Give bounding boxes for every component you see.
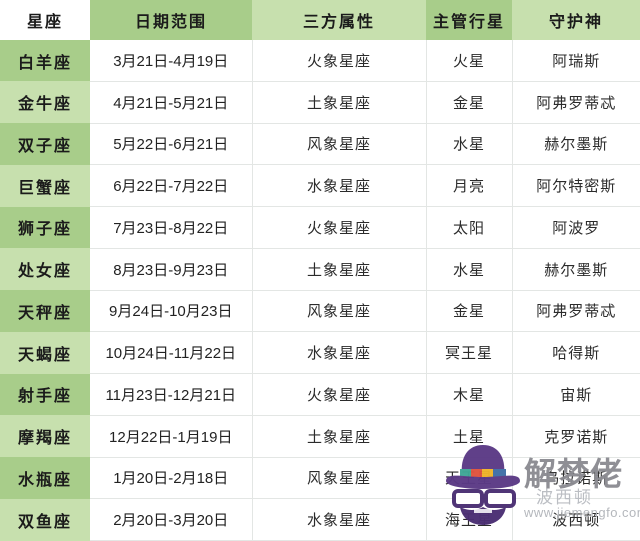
cell-deity: 阿尔特密斯 [512,164,640,207]
table-row: 狮子座 7月23日-8月22日 火象星座 太阳 阿波罗 [0,206,640,249]
cell-element: 水象星座 [252,498,427,541]
cell-date: 3月21日-4月19日 [90,40,253,82]
cell-sign: 天秤座 [0,290,90,332]
cell-element: 土象星座 [252,415,427,458]
cell-planet: 金星 [426,290,513,333]
cell-element: 土象星座 [252,248,427,291]
cell-planet: 太阳 [426,206,513,249]
table-row: 巨蟹座 6月22日-7月22日 水象星座 月亮 阿尔特密斯 [0,164,640,207]
cell-deity: 哈得斯 [512,331,640,374]
cell-sign: 摩羯座 [0,415,90,457]
cell-sign: 白羊座 [0,40,90,82]
cell-date: 10月24日-11月22日 [90,331,253,374]
column-header-planet: 主管行星 [426,0,512,40]
cell-date: 4月21日-5月21日 [90,81,253,124]
cell-date: 9月24日-10月23日 [90,290,253,333]
cell-sign: 双子座 [0,123,90,165]
cell-sign: 水瓶座 [0,457,90,499]
cell-planet: 火星 [426,40,513,82]
cell-sign: 双鱼座 [0,498,90,541]
cell-date: 1月20日-2月18日 [90,457,253,500]
cell-planet: 木星 [426,373,513,416]
cell-deity: 乌拉诺斯 [512,457,640,500]
cell-deity: 阿弗罗蒂忒 [512,290,640,333]
cell-planet: 水星 [426,123,513,166]
cell-element: 水象星座 [252,331,427,374]
cell-date: 11月23日-12月21日 [90,373,253,416]
table-header-row: 星座 日期范围 三方属性 主管行星 守护神 [0,0,640,40]
cell-date: 6月22日-7月22日 [90,164,253,207]
table-row: 双鱼座 2月20日-3月20日 水象星座 海王星 波西顿 [0,498,640,541]
cell-deity: 阿弗罗蒂忒 [512,81,640,124]
cell-element: 风象星座 [252,457,427,500]
table-row: 摩羯座 12月22日-1月19日 土象星座 土星 克罗诺斯 [0,415,640,458]
cell-deity: 宙斯 [512,373,640,416]
cell-sign: 狮子座 [0,206,90,249]
column-header-date: 日期范围 [90,0,252,40]
cell-element: 风象星座 [252,123,427,166]
cell-date: 2月20日-3月20日 [90,498,253,541]
cell-sign: 射手座 [0,373,90,416]
cell-element: 火象星座 [252,40,427,82]
table-row: 射手座 11月23日-12月21日 火象星座 木星 宙斯 [0,373,640,416]
table-body: 白羊座 3月21日-4月19日 火象星座 火星 阿瑞斯 金牛座 4月21日-5月… [0,40,640,541]
cell-planet: 海王星 [426,498,513,541]
cell-date: 5月22日-6月21日 [90,123,253,166]
cell-date: 8月23日-9月23日 [90,248,253,291]
cell-planet: 天王星 [426,457,513,500]
table-row: 双子座 5月22日-6月21日 风象星座 水星 赫尔墨斯 [0,123,640,166]
table-row: 处女座 8月23日-9月23日 土象星座 水星 赫尔墨斯 [0,248,640,291]
cell-element: 土象星座 [252,81,427,124]
cell-date: 7月23日-8月22日 [90,206,253,249]
table-header: 星座 日期范围 三方属性 主管行星 守护神 [0,0,640,40]
cell-deity: 赫尔墨斯 [512,248,640,291]
table-row: 水瓶座 1月20日-2月18日 风象星座 天王星 乌拉诺斯 [0,457,640,500]
cell-element: 火象星座 [252,373,427,416]
table-row: 白羊座 3月21日-4月19日 火象星座 火星 阿瑞斯 [0,40,640,82]
cell-sign: 金牛座 [0,81,90,123]
cell-planet: 土星 [426,415,513,458]
cell-sign: 天蝎座 [0,331,90,374]
cell-deity: 克罗诺斯 [512,415,640,458]
table-row: 天蝎座 10月24日-11月22日 水象星座 冥王星 哈得斯 [0,331,640,374]
column-header-sign: 星座 [0,0,90,40]
cell-deity: 阿波罗 [512,206,640,249]
cell-sign: 巨蟹座 [0,164,90,207]
cell-planet: 冥王星 [426,331,513,374]
cell-element: 水象星座 [252,164,427,207]
cell-sign: 处女座 [0,248,90,290]
cell-element: 风象星座 [252,290,427,333]
table-row: 金牛座 4月21日-5月21日 土象星座 金星 阿弗罗蒂忒 [0,81,640,124]
cell-deity: 赫尔墨斯 [512,123,640,166]
cell-element: 火象星座 [252,206,427,249]
cell-deity: 波西顿 [512,498,640,541]
cell-planet: 金星 [426,81,513,124]
column-header-element: 三方属性 [252,0,426,40]
column-header-deity: 守护神 [512,0,640,40]
cell-planet: 水星 [426,248,513,291]
cell-planet: 月亮 [426,164,513,207]
table-row: 天秤座 9月24日-10月23日 风象星座 金星 阿弗罗蒂忒 [0,290,640,333]
cell-deity: 阿瑞斯 [512,40,640,82]
cell-date: 12月22日-1月19日 [90,415,253,458]
